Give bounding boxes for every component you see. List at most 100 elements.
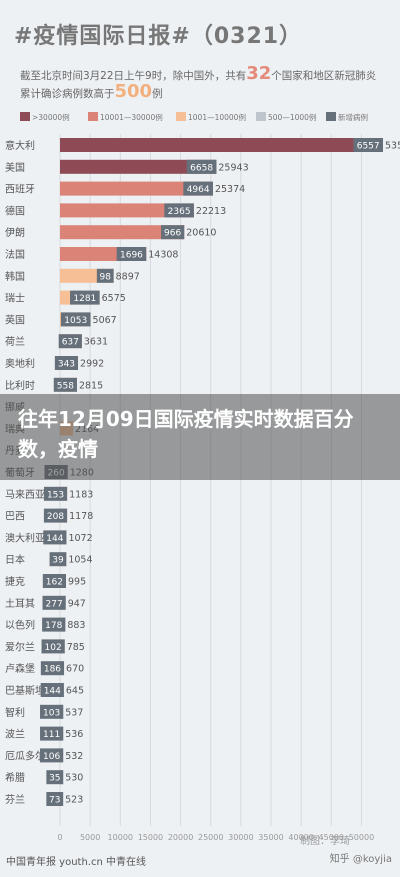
subtitle-suffix: 例 bbox=[152, 88, 163, 100]
new-cases-bar bbox=[53, 377, 77, 392]
total-label: 25374 bbox=[215, 184, 245, 195]
category-label: 捷克 bbox=[5, 575, 25, 588]
new-cases-bar bbox=[40, 748, 64, 763]
category-label: 土耳其 bbox=[5, 597, 35, 610]
new-cases-bar bbox=[54, 356, 79, 370]
new-cases-label: 178 bbox=[45, 621, 62, 631]
new-cases-bar bbox=[40, 661, 65, 676]
new-cases-bar bbox=[183, 181, 213, 196]
new-cases-bar bbox=[186, 159, 217, 174]
category-label: 美国 bbox=[5, 161, 25, 174]
total-label: 995 bbox=[68, 577, 86, 588]
new-cases-label: 111 bbox=[43, 730, 60, 740]
legend-swatch bbox=[256, 112, 266, 121]
total-label: 947 bbox=[68, 598, 86, 609]
new-cases-label: 73 bbox=[49, 796, 60, 806]
category-label: 澳大利亚 bbox=[5, 531, 45, 544]
subtitle-mid: 个国家和地区新冠肺炎累计确诊病例数高于 bbox=[20, 70, 377, 100]
total-bar bbox=[60, 159, 217, 174]
new-cases-label: 1696 bbox=[120, 251, 143, 261]
new-cases-label: 103 bbox=[43, 708, 60, 718]
x-tick-label: 5000 bbox=[80, 833, 100, 842]
x-tick-label: 45000 bbox=[319, 833, 344, 842]
new-cases-label: 277 bbox=[46, 599, 63, 609]
new-cases-bar bbox=[161, 225, 185, 240]
total-label: 2815 bbox=[79, 380, 103, 391]
x-tick-label: 0 bbox=[57, 833, 62, 842]
legend-label: 新增病例 bbox=[338, 112, 368, 122]
designer-credit: 制图：李琦 bbox=[300, 836, 350, 847]
total-label: 22213 bbox=[196, 206, 226, 217]
new-cases-label: 6557 bbox=[357, 142, 380, 152]
category-label: 西班牙 bbox=[5, 184, 35, 196]
new-cases-label: 558 bbox=[57, 381, 74, 391]
new-cases-bar bbox=[70, 290, 100, 305]
new-cases-label: 144 bbox=[44, 687, 61, 697]
new-cases-bar bbox=[42, 574, 66, 588]
total-label: 20610 bbox=[186, 228, 216, 239]
headline-text: 往年12月09日国际疫情实时数据百分数，疫情 bbox=[18, 407, 354, 461]
x-tick-label: 40000 bbox=[288, 833, 313, 842]
new-cases-bar bbox=[46, 792, 64, 806]
total-label: 8897 bbox=[116, 271, 140, 282]
new-cases-label: 4964 bbox=[187, 185, 210, 195]
new-cases-label: 966 bbox=[164, 229, 181, 239]
new-cases-bar bbox=[40, 726, 64, 741]
new-cases-label: 343 bbox=[58, 360, 75, 370]
total-label: 1054 bbox=[68, 555, 92, 566]
x-tick-label: 35000 bbox=[258, 833, 283, 842]
category-label: 比利时 bbox=[5, 380, 35, 392]
category-label: 韩国 bbox=[5, 270, 25, 283]
headline-overlay bbox=[0, 394, 400, 480]
new-cases-bar bbox=[43, 486, 68, 501]
new-cases-label: 35 bbox=[49, 774, 60, 784]
total-label: 53578 bbox=[385, 141, 400, 152]
x-tick-label: 15000 bbox=[138, 833, 163, 842]
legend-swatch bbox=[326, 112, 336, 121]
category-label: 卢森堡 bbox=[5, 662, 35, 675]
category-label: 芬兰 bbox=[5, 793, 25, 806]
subtitle: 截至北京时间3月22日上午9时，除中国外，共有32个国家和地区新冠肺炎累计确诊病… bbox=[20, 65, 380, 102]
new-cases-bar bbox=[40, 704, 64, 719]
total-label: 530 bbox=[65, 773, 83, 784]
legend-swatch bbox=[176, 112, 186, 121]
new-cases-label: 186 bbox=[44, 665, 61, 675]
category-label: 智利 bbox=[5, 706, 25, 719]
total-label: 883 bbox=[67, 620, 85, 631]
category-label: 瑞士 bbox=[5, 292, 25, 305]
new-cases-bar bbox=[164, 203, 194, 218]
new-cases-bar bbox=[96, 268, 114, 283]
legend-label: >30000例 bbox=[32, 112, 70, 122]
total-label: 645 bbox=[66, 686, 84, 697]
total-label: 1072 bbox=[68, 533, 92, 544]
category-label: 奥地利 bbox=[5, 357, 35, 370]
legend-swatch bbox=[88, 112, 98, 121]
total-label: 3631 bbox=[84, 337, 108, 348]
total-bar bbox=[60, 138, 383, 152]
new-cases-label: 6658 bbox=[190, 163, 213, 173]
total-label: 2992 bbox=[80, 359, 104, 370]
category-label: 英国 bbox=[5, 313, 25, 326]
subtitle-prefix: 截至北京时间3月22日上午9时，除中国外，共有 bbox=[20, 70, 247, 82]
category-label: 希腊 bbox=[5, 771, 25, 784]
category-label: 波兰 bbox=[5, 728, 25, 741]
total-label: 25943 bbox=[218, 162, 248, 173]
new-cases-label: 153 bbox=[47, 490, 64, 500]
new-cases-label: 144 bbox=[46, 534, 63, 544]
new-cases-label: 1281 bbox=[73, 294, 96, 304]
new-cases-label: 98 bbox=[100, 272, 112, 282]
total-label: 785 bbox=[67, 642, 85, 653]
category-label: 马来西亚 bbox=[5, 489, 45, 501]
new-cases-label: 2365 bbox=[168, 207, 191, 217]
new-cases-label: 208 bbox=[47, 512, 64, 522]
new-cases-bar bbox=[58, 334, 82, 349]
new-cases-bar bbox=[43, 530, 67, 545]
category-label: 巴基斯坦 bbox=[5, 684, 45, 697]
x-tick-label: 50000 bbox=[349, 833, 374, 842]
category-label: 巴西 bbox=[5, 511, 25, 523]
new-cases-label: 106 bbox=[43, 752, 60, 762]
total-label: 532 bbox=[65, 751, 83, 762]
x-tick-label: 25000 bbox=[198, 833, 223, 842]
new-cases-bar bbox=[60, 312, 91, 327]
x-tick-label: 10000 bbox=[108, 833, 133, 842]
